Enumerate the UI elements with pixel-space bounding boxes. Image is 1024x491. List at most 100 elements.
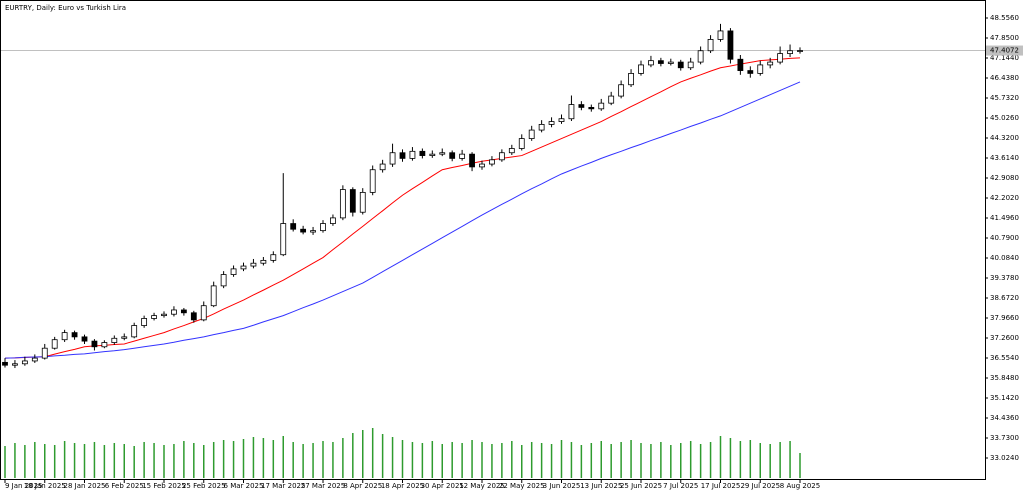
candle-body bbox=[568, 104, 575, 120]
candle-body bbox=[747, 70, 754, 74]
volume-bar bbox=[521, 445, 523, 478]
y-tick-label: 34.4360 bbox=[990, 414, 1019, 422]
volume-bar bbox=[14, 443, 16, 478]
x-tick-label: 6 Feb 2025 bbox=[105, 482, 144, 490]
candle-body bbox=[379, 163, 386, 171]
volume-bar bbox=[242, 439, 245, 478]
volume-bar bbox=[143, 442, 145, 478]
volume-bar bbox=[769, 444, 771, 478]
candle-body bbox=[260, 259, 267, 264]
candle-body bbox=[518, 138, 525, 149]
volume-bar bbox=[103, 445, 106, 478]
volume-bar bbox=[332, 442, 334, 478]
candle-body bbox=[767, 61, 774, 66]
candle-body bbox=[757, 64, 764, 74]
candle-body bbox=[717, 30, 724, 40]
volume-bar bbox=[491, 444, 493, 478]
chart-title: EURTRY, Daily: Euro vs Turkish Lira bbox=[5, 4, 126, 12]
candle-body bbox=[270, 254, 277, 261]
y-tick-label: 40.7900 bbox=[990, 234, 1019, 242]
volume-bar bbox=[362, 430, 364, 478]
volume-bar bbox=[222, 440, 225, 478]
x-tick-label: 25 Feb 2025 bbox=[182, 482, 226, 490]
volume-bar bbox=[431, 441, 434, 478]
x-tick-label: 30 Apr 2025 bbox=[421, 482, 464, 490]
x-tick-label: 8 Aug 2025 bbox=[780, 482, 820, 490]
candle-body bbox=[250, 262, 257, 267]
volume-bar bbox=[193, 443, 195, 478]
x-tick-label: 9 Jan 2025 bbox=[5, 482, 43, 490]
volume-bar bbox=[729, 438, 732, 478]
volume-bar bbox=[302, 444, 304, 478]
y-tick-label: 47.8500 bbox=[990, 34, 1019, 42]
volume-bar bbox=[560, 440, 563, 478]
candle-body bbox=[508, 148, 515, 154]
y-tick-label: 41.4960 bbox=[990, 214, 1019, 222]
volume-bar bbox=[391, 437, 394, 478]
y-tick-label: 37.9660 bbox=[990, 314, 1019, 322]
candle-body bbox=[121, 336, 128, 339]
candle-body bbox=[330, 217, 336, 224]
volume-bar bbox=[600, 441, 602, 478]
y-tick-label: 35.1420 bbox=[990, 394, 1019, 402]
candle-body bbox=[240, 265, 247, 270]
volume-bar bbox=[461, 443, 463, 478]
candle-body bbox=[707, 39, 714, 52]
candle-body bbox=[151, 315, 157, 319]
y-tick-label: 33.7300 bbox=[990, 434, 1019, 442]
volume-bar bbox=[252, 437, 255, 478]
candle-body bbox=[797, 50, 803, 52]
volume-bar bbox=[153, 443, 155, 478]
volume-bar bbox=[183, 441, 185, 478]
volume-bar bbox=[282, 436, 284, 478]
candle-body bbox=[737, 58, 744, 71]
volume-bar bbox=[272, 440, 275, 478]
candle-body bbox=[111, 337, 118, 343]
candle-body bbox=[359, 191, 366, 213]
volume-bar bbox=[83, 444, 86, 478]
volume-bar bbox=[24, 445, 26, 478]
candle-body bbox=[538, 124, 545, 131]
x-tick-label: 18 Jan 2025 bbox=[24, 482, 66, 490]
volume-bar bbox=[381, 434, 384, 478]
candle-body bbox=[657, 60, 664, 64]
volume-bar bbox=[262, 438, 265, 478]
candle-body bbox=[81, 336, 88, 342]
candle-body bbox=[280, 223, 287, 256]
candle-body bbox=[677, 61, 684, 69]
volume-bar bbox=[212, 442, 215, 478]
candle-body bbox=[419, 150, 426, 156]
candle-body bbox=[161, 313, 167, 317]
volume-bar bbox=[441, 444, 443, 478]
candle-body bbox=[369, 169, 376, 193]
y-tick-label: 33.0240 bbox=[990, 454, 1019, 462]
y-tick-label: 43.6140 bbox=[990, 154, 1019, 162]
candle-body bbox=[2, 361, 8, 366]
volume-bar bbox=[173, 444, 175, 478]
candle-body bbox=[618, 84, 625, 97]
candle-body bbox=[349, 189, 356, 213]
candle-body bbox=[200, 305, 207, 321]
candle-body bbox=[91, 340, 98, 348]
candle-body bbox=[469, 153, 475, 168]
volume-bar bbox=[799, 453, 801, 478]
candle-body bbox=[498, 152, 505, 161]
candle-body bbox=[489, 159, 495, 165]
volume-bar bbox=[481, 442, 483, 478]
x-tick-label: 27 Mar 2025 bbox=[301, 482, 345, 490]
moving-average bbox=[4, 57, 801, 359]
volume-bar bbox=[759, 443, 761, 478]
candle-body bbox=[51, 339, 58, 349]
y-tick-label: 36.5540 bbox=[990, 354, 1019, 362]
volume-bar bbox=[292, 442, 294, 478]
candle-body bbox=[41, 347, 48, 359]
candle-body bbox=[61, 332, 68, 341]
candle-body bbox=[300, 228, 307, 233]
candle-body bbox=[190, 312, 197, 321]
candle-body bbox=[180, 309, 187, 314]
y-tick-label: 42.9080 bbox=[990, 174, 1019, 182]
volume-bar bbox=[232, 441, 235, 478]
x-tick-label: 28 Jan 2025 bbox=[64, 482, 106, 490]
volume-bar bbox=[34, 442, 36, 478]
candle-body bbox=[21, 360, 28, 365]
